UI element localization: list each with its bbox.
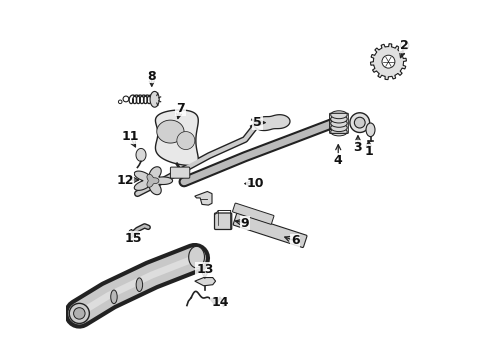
FancyBboxPatch shape — [215, 213, 232, 229]
Text: 4: 4 — [334, 154, 343, 167]
Ellipse shape — [136, 278, 143, 292]
Circle shape — [382, 55, 395, 68]
Text: 3: 3 — [354, 141, 362, 154]
Ellipse shape — [331, 124, 347, 132]
Circle shape — [400, 41, 409, 50]
FancyBboxPatch shape — [233, 213, 307, 248]
Ellipse shape — [331, 128, 347, 136]
Polygon shape — [177, 132, 195, 149]
Polygon shape — [157, 120, 184, 143]
Polygon shape — [195, 278, 216, 286]
Polygon shape — [147, 174, 159, 187]
Circle shape — [69, 303, 89, 323]
Text: 6: 6 — [291, 234, 299, 247]
Polygon shape — [370, 44, 406, 80]
Text: 12: 12 — [116, 174, 134, 186]
Ellipse shape — [354, 117, 365, 128]
Text: 5: 5 — [253, 116, 262, 129]
Text: 9: 9 — [241, 216, 249, 230]
FancyBboxPatch shape — [233, 203, 274, 224]
Ellipse shape — [350, 113, 369, 132]
Circle shape — [74, 308, 85, 319]
Polygon shape — [195, 192, 212, 205]
Text: 11: 11 — [122, 130, 139, 144]
Text: 10: 10 — [247, 177, 265, 190]
Text: 15: 15 — [124, 231, 142, 244]
Polygon shape — [155, 110, 198, 165]
Text: 2: 2 — [400, 39, 409, 52]
Ellipse shape — [331, 120, 347, 127]
Polygon shape — [134, 167, 172, 195]
Ellipse shape — [331, 111, 347, 119]
Text: 1: 1 — [365, 145, 373, 158]
Text: 8: 8 — [147, 69, 156, 82]
Polygon shape — [150, 91, 159, 107]
Polygon shape — [128, 229, 132, 238]
Text: 14: 14 — [211, 296, 229, 309]
FancyBboxPatch shape — [171, 167, 190, 178]
Polygon shape — [254, 115, 290, 131]
Polygon shape — [189, 246, 204, 268]
Polygon shape — [136, 148, 146, 161]
Text: 13: 13 — [196, 263, 214, 276]
Ellipse shape — [331, 115, 347, 123]
Ellipse shape — [111, 290, 117, 303]
Text: 7: 7 — [176, 102, 185, 115]
Ellipse shape — [366, 123, 375, 136]
